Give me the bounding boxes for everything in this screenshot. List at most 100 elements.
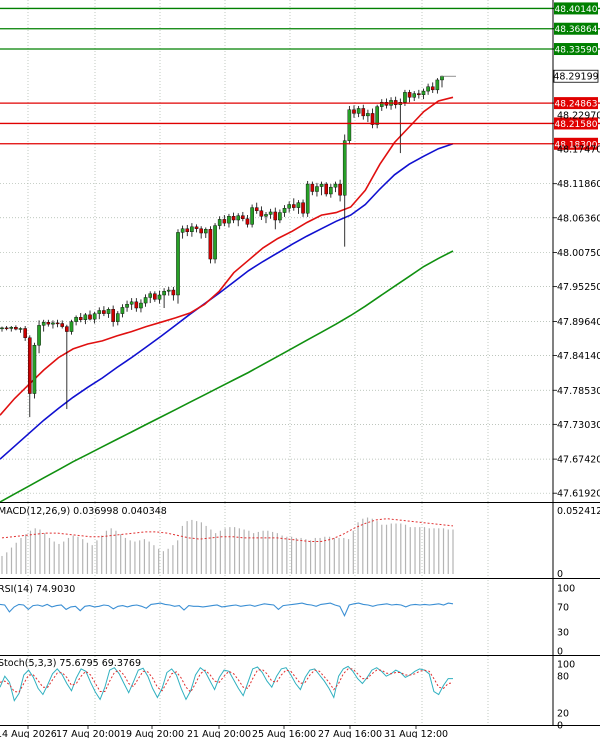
- candle-body: [213, 225, 217, 260]
- rsi-pane: RSI(14) 74.9030 100 70 30 0: [0, 584, 575, 658]
- candle-body: [319, 183, 324, 187]
- candle-body: [153, 293, 157, 300]
- candle-body: [356, 108, 361, 114]
- candle-body: [241, 215, 245, 219]
- candle-body: [259, 210, 264, 217]
- candle-body: [333, 183, 338, 188]
- candle-body: [384, 102, 389, 106]
- candle-body: [347, 109, 352, 141]
- candle-body: [296, 202, 301, 208]
- candle-body: [342, 140, 347, 196]
- rsi-label: RSI(14) 74.9030: [0, 584, 75, 595]
- price-tick-label: 47.84140: [557, 351, 600, 362]
- stochastic-scale-label: 20: [557, 708, 569, 719]
- stochastic-label: Stoch(5,3,3) 75.6795 69.3769: [0, 658, 141, 669]
- candle-body: [37, 325, 41, 346]
- price-levels: 48.40140 48.36864 48.33590 48.24863 48.21580…: [0, 2, 600, 150]
- candle-body: [46, 322, 51, 325]
- candle-body: [23, 328, 27, 338]
- candle-body: [32, 345, 37, 394]
- candle-body: [120, 307, 125, 314]
- candle-body: [370, 113, 375, 125]
- candle-body: [268, 211, 273, 215]
- candle-body: [106, 309, 111, 314]
- candle-body: [278, 212, 282, 221]
- candle-body: [324, 183, 329, 195]
- candle-body: [430, 86, 435, 91]
- candle-body: [435, 79, 440, 91]
- time-tick-label: 25 Aug 16:00: [252, 729, 316, 738]
- candle-body: [166, 289, 171, 292]
- price-tick-label: 47.67420: [557, 455, 600, 466]
- candle-body: [417, 93, 421, 96]
- price-tick-label: 48.11860: [557, 179, 600, 190]
- candle-body: [78, 317, 83, 320]
- candle-body: [102, 310, 106, 314]
- stochastic-scale-label: 100: [557, 660, 575, 671]
- rsi-line: [0, 602, 454, 617]
- candle-body: [254, 207, 259, 211]
- candle-body: [338, 183, 342, 196]
- candle-body: [375, 106, 379, 125]
- candle-body: [125, 304, 129, 308]
- candle-body: [426, 86, 430, 92]
- price-tick-label: 48.00750: [557, 248, 600, 259]
- resistance-level-label: 48.36864: [555, 25, 598, 35]
- current-price-label: 48.29199: [553, 72, 598, 83]
- candle-body: [111, 309, 115, 322]
- candle-body: [245, 218, 250, 225]
- price-tick-label: 48.06360: [557, 213, 600, 224]
- rsi-scale-label: 100: [557, 584, 575, 595]
- candlesticks: [0, 75, 444, 418]
- candle-body: [301, 202, 305, 214]
- macd-signal-line: [1, 518, 454, 542]
- candle-body: [88, 314, 92, 320]
- candle-body: [379, 102, 384, 107]
- macd-scale-label: 0: [557, 569, 563, 580]
- candle-body: [41, 322, 46, 326]
- candle-body: [315, 186, 319, 192]
- stochastic-pane: Stoch(5,3,3) 75.6795 69.376910080200: [0, 658, 575, 732]
- candle-body: [129, 301, 134, 305]
- price-tick-label: 47.89640: [557, 317, 600, 328]
- candle-body: [27, 337, 32, 394]
- candle-body: [222, 219, 227, 224]
- resistance-level-label-box: [554, 2, 598, 15]
- support-level-label: 48.18300: [555, 140, 598, 150]
- candle-body: [421, 90, 426, 96]
- candle-body: [282, 208, 287, 213]
- candle-body: [69, 321, 74, 332]
- price-axis: 48.11860 48.06360 48.00750 47.95250 47.89640…: [440, 69, 600, 500]
- rsi-scale-label: 30: [557, 628, 569, 639]
- macd-pane: MACD(12,26,9) 0.036998 0.040348 0.052412 0: [0, 506, 600, 580]
- candle-body: [83, 314, 88, 320]
- time-tick-label: 19 Aug 20:00: [120, 729, 184, 738]
- candle-body: [287, 204, 291, 209]
- candle-body: [366, 113, 370, 117]
- candle-body: [0, 327, 4, 330]
- support-level-label: 48.24863: [555, 100, 598, 110]
- candle-body: [231, 216, 236, 221]
- price-tick-label: 47.61920: [557, 489, 600, 500]
- candle-body: [264, 214, 268, 217]
- candle-body: [440, 76, 444, 81]
- time-tick-label: 27 Aug 16:00: [318, 729, 382, 738]
- support-level-label-box: [554, 137, 598, 150]
- macd-label: MACD(12,26,9) 0.036998 0.040348: [0, 506, 167, 517]
- candle-body: [74, 317, 78, 322]
- price-tick-label: 48.22970: [557, 110, 600, 121]
- time-tick-label: 14 Aug 2026: [0, 729, 57, 738]
- candle-body: [176, 232, 180, 296]
- stochastic-signal-line: [0, 668, 454, 693]
- candle-body: [51, 322, 55, 325]
- grid-lines: [0, 0, 553, 725]
- price-tick-label: 47.78530: [557, 386, 600, 397]
- current-price-box: [553, 69, 599, 83]
- candle-body: [403, 92, 407, 103]
- time-tick-label: 21 Aug 20:00: [187, 729, 251, 738]
- support-level-label-box: [554, 97, 598, 110]
- ma-slow-line: [0, 250, 454, 503]
- candle-body: [310, 183, 315, 192]
